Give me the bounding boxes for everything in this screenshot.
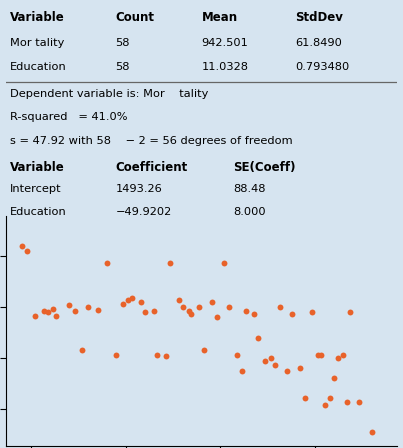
Text: Dependent variable is: Mor    tality: Dependent variable is: Mor tality bbox=[10, 89, 208, 99]
Point bbox=[268, 354, 274, 362]
Text: Coefficient: Coefficient bbox=[116, 161, 188, 174]
Point bbox=[339, 351, 346, 358]
Point bbox=[53, 312, 60, 319]
Point bbox=[163, 352, 169, 359]
Point bbox=[208, 299, 215, 306]
Text: 11.0328: 11.0328 bbox=[202, 61, 249, 72]
Point bbox=[356, 398, 362, 405]
Point bbox=[201, 346, 207, 353]
Point bbox=[255, 334, 262, 341]
Point bbox=[284, 368, 291, 375]
Point bbox=[85, 304, 91, 311]
Text: SE(Coeff): SE(Coeff) bbox=[233, 161, 295, 174]
Point bbox=[276, 304, 283, 311]
Point bbox=[239, 368, 245, 375]
Point bbox=[120, 300, 127, 307]
Point bbox=[289, 310, 295, 318]
Text: 61.8490: 61.8490 bbox=[295, 39, 342, 48]
Point bbox=[32, 312, 38, 319]
Text: 58: 58 bbox=[116, 61, 130, 72]
Text: Mor tality: Mor tality bbox=[10, 39, 64, 48]
Point bbox=[176, 297, 182, 304]
Text: R-squared   = 41.0%: R-squared = 41.0% bbox=[10, 112, 127, 122]
Point bbox=[331, 375, 337, 382]
Point bbox=[95, 306, 101, 314]
Point bbox=[19, 243, 26, 250]
Text: 8.000: 8.000 bbox=[233, 207, 266, 217]
Point bbox=[79, 346, 85, 353]
Text: Mean: Mean bbox=[202, 11, 238, 24]
Point bbox=[368, 429, 375, 436]
Point bbox=[150, 307, 157, 314]
Point bbox=[154, 351, 160, 358]
Point bbox=[314, 351, 321, 358]
Text: Variable: Variable bbox=[10, 11, 65, 24]
Point bbox=[138, 298, 144, 306]
Point bbox=[167, 260, 173, 267]
Point bbox=[196, 304, 202, 311]
Point bbox=[72, 307, 79, 314]
Text: 0.793480: 0.793480 bbox=[295, 61, 349, 72]
Text: 88.48: 88.48 bbox=[233, 184, 265, 194]
Point bbox=[309, 308, 316, 315]
Text: 1493.26: 1493.26 bbox=[116, 184, 162, 194]
Text: Count: Count bbox=[116, 11, 154, 24]
Point bbox=[24, 247, 31, 254]
Point bbox=[234, 351, 240, 358]
Point bbox=[251, 310, 258, 318]
Text: 58: 58 bbox=[116, 39, 130, 48]
Point bbox=[188, 310, 195, 318]
Text: Education: Education bbox=[10, 207, 67, 217]
Point bbox=[327, 395, 333, 402]
Text: Education: Education bbox=[10, 61, 67, 72]
Point bbox=[297, 364, 303, 371]
Point bbox=[334, 354, 341, 362]
Point bbox=[186, 307, 192, 314]
Text: −49.9202: −49.9202 bbox=[116, 207, 172, 217]
Point bbox=[41, 307, 47, 314]
Point bbox=[112, 351, 119, 358]
Point bbox=[226, 304, 233, 311]
Point bbox=[104, 260, 110, 267]
Text: s = 47.92 with 58    − 2 = 56 degrees of freedom: s = 47.92 with 58 − 2 = 56 degrees of fr… bbox=[10, 136, 293, 146]
Point bbox=[66, 302, 72, 309]
Text: Variable: Variable bbox=[10, 161, 65, 174]
Point bbox=[322, 401, 328, 409]
Point bbox=[271, 361, 278, 368]
Point bbox=[261, 358, 268, 365]
Point bbox=[243, 307, 249, 314]
Point bbox=[347, 308, 353, 315]
Point bbox=[214, 314, 220, 321]
Point bbox=[50, 306, 56, 313]
Point bbox=[44, 308, 51, 315]
Text: 942.501: 942.501 bbox=[202, 39, 248, 48]
Point bbox=[302, 395, 308, 402]
Point bbox=[125, 297, 132, 304]
Point bbox=[318, 351, 324, 358]
Point bbox=[343, 398, 350, 405]
Text: Intercept: Intercept bbox=[10, 184, 62, 194]
Point bbox=[179, 304, 186, 311]
Point bbox=[221, 260, 227, 267]
Point bbox=[141, 308, 148, 315]
Text: StdDev: StdDev bbox=[295, 11, 343, 24]
Point bbox=[129, 295, 135, 302]
